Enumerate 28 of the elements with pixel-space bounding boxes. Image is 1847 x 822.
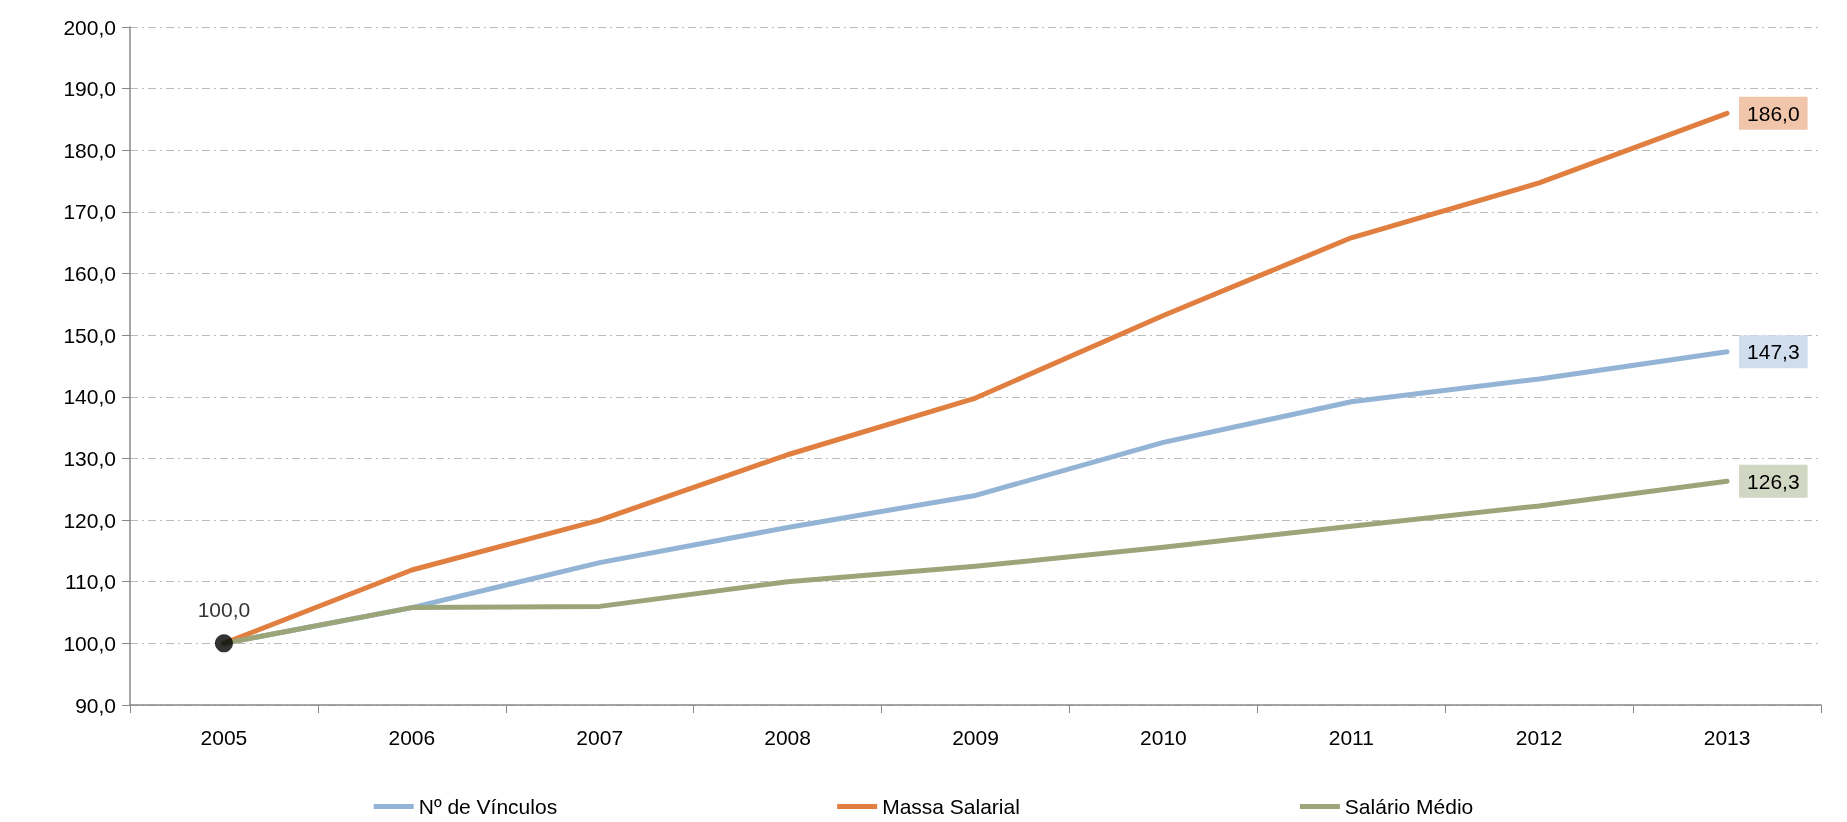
y-tick-label: 180,0 [63,138,116,162]
y-tick-label: 120,0 [63,508,116,532]
legend-label: Salário Médio [1344,795,1474,818]
annotation: 100,0 [197,598,251,622]
y-tick-label: 170,0 [63,200,116,224]
x-tick-label: 2010 [1140,726,1187,749]
data-label: 147,3 [1747,340,1800,364]
legend-label: Massa Salarial [882,795,1020,818]
x-tick-label: 2007 [576,726,624,749]
y-tick-label: 160,0 [63,262,116,286]
data-label: 186,0 [1747,101,1800,125]
y-tick-label: 130,0 [63,446,116,470]
x-tick-label: 2011 [1328,726,1374,749]
x-tick-label: 2012 [1515,726,1563,749]
x-tick-label: 2009 [952,726,999,749]
y-tick-label: 110,0 [65,570,116,594]
legend-label: Nº de Vínculos [418,795,558,818]
y-tick-label: 200,0 [63,15,116,39]
data-label: 126,3 [1747,469,1800,493]
x-tick-label: 2006 [388,726,436,749]
y-tick-label: 140,0 [63,385,116,409]
y-tick-label: 150,0 [63,323,116,347]
y-tick-label: 90,0 [75,693,116,717]
x-tick-label: 2005 [200,726,248,749]
x-tick-label: 2008 [764,726,811,749]
x-tick-label: 2013 [1703,726,1751,749]
y-tick-label: 100,0 [63,631,116,655]
y-tick-label: 190,0 [63,77,116,101]
